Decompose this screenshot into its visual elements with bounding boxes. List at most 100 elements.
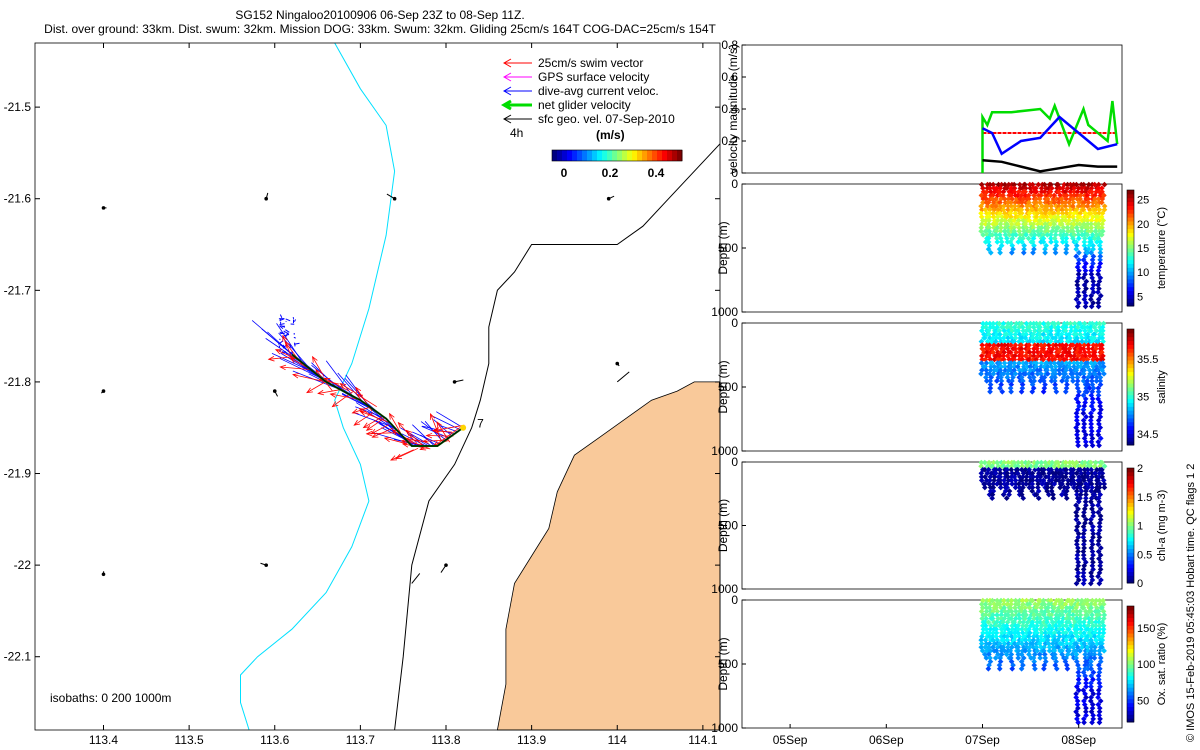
geo-velocity-vector xyxy=(265,192,269,199)
section-data-point xyxy=(1053,626,1060,633)
section-data-point xyxy=(1073,615,1080,622)
section-data-point xyxy=(1078,626,1084,633)
colorbar-segment xyxy=(1127,205,1134,210)
section-data-point xyxy=(979,356,986,363)
section-data-point xyxy=(1008,221,1015,227)
section-data-point xyxy=(1005,199,1011,206)
section-data-point xyxy=(1033,604,1040,611)
section-data-point xyxy=(1008,477,1015,484)
section-data-point xyxy=(1031,192,1037,199)
section-data-point xyxy=(1069,459,1076,466)
colorbar-segment xyxy=(1127,193,1134,199)
colorbar-segment xyxy=(1127,224,1134,230)
section-data-point xyxy=(1098,231,1105,238)
colorbar-segment xyxy=(1127,571,1134,576)
section-data-point xyxy=(1005,196,1012,202)
section-data-point xyxy=(1095,181,1102,188)
section-data-point xyxy=(1071,185,1078,192)
section-data-point xyxy=(1089,548,1096,555)
section-data-point xyxy=(1015,217,1022,224)
section-data-point xyxy=(1092,206,1099,213)
section-data-point xyxy=(1003,495,1010,502)
colorbar-segment xyxy=(1127,679,1134,684)
section-data-point xyxy=(1036,651,1043,658)
section-data-point xyxy=(1067,206,1074,213)
section-data-point xyxy=(1026,484,1033,491)
swim-vector xyxy=(360,411,390,424)
section-data-point xyxy=(1037,615,1044,622)
section-data-point xyxy=(988,249,994,256)
section-data-point xyxy=(1005,338,1011,345)
section-data-point xyxy=(1050,491,1056,498)
colorbar-segment xyxy=(1127,255,1134,261)
section-data-point xyxy=(1062,370,1069,377)
section-data-point xyxy=(1077,619,1084,625)
section-data-point xyxy=(1059,239,1066,245)
section-data-point xyxy=(1080,601,1087,608)
colorbar-segment xyxy=(1127,329,1134,334)
section-data-point xyxy=(1051,647,1058,654)
section-data-point xyxy=(986,214,993,220)
swim-vector xyxy=(356,394,377,408)
section-data-point xyxy=(1034,615,1041,622)
section-data-point xyxy=(1080,406,1087,413)
section-data-point xyxy=(1021,246,1027,252)
velocity-series-line xyxy=(982,158,1118,173)
section-data-point xyxy=(1035,495,1042,502)
section-data-point xyxy=(1097,253,1104,260)
section-data-point xyxy=(1073,327,1079,334)
section-data-point xyxy=(1030,249,1036,256)
section-data-point xyxy=(982,622,989,629)
section-data-point xyxy=(1046,644,1053,651)
section-data-point xyxy=(1070,199,1077,206)
swim-vector-head xyxy=(279,364,287,371)
colorbar-segment xyxy=(1127,263,1134,268)
colorbar-segment xyxy=(1127,398,1134,403)
section-data-point xyxy=(1075,292,1082,299)
colorbar-tick-label: 100 xyxy=(1137,659,1155,671)
section-data-point xyxy=(1069,597,1076,604)
colorbar-segment xyxy=(1127,506,1134,511)
section-data-point xyxy=(996,665,1003,672)
section-data-point xyxy=(1101,612,1108,618)
section-data-point xyxy=(1084,388,1090,395)
section-data-point xyxy=(1019,597,1026,604)
y-tick-label: -21.6 xyxy=(4,192,32,206)
section-data-point xyxy=(989,495,996,502)
section-data-point xyxy=(1033,203,1040,209)
section-data-point xyxy=(1083,300,1089,306)
section-data-point xyxy=(1063,324,1069,331)
colorbar-segment xyxy=(1127,487,1134,492)
section-data-point xyxy=(994,239,1001,245)
section-data-point xyxy=(1048,463,1055,470)
legend-label: net glider velocity xyxy=(538,98,631,112)
section-data-point xyxy=(1019,381,1026,388)
dive-avg-current-vector xyxy=(282,344,286,349)
section-data-point xyxy=(997,185,1003,192)
section-data-point xyxy=(1096,410,1103,417)
colorbar-segment xyxy=(1127,387,1134,392)
section-data-point xyxy=(1066,345,1073,352)
section-data-point xyxy=(1089,442,1096,449)
section-data-point xyxy=(1004,484,1010,491)
section-data-point xyxy=(1096,523,1103,530)
section-data-point xyxy=(1008,463,1015,470)
section-data-point xyxy=(1088,683,1094,690)
section-data-point xyxy=(1015,221,1022,227)
section-data-point xyxy=(1055,349,1062,356)
section-data-point xyxy=(1076,257,1082,263)
section-data-point xyxy=(981,459,988,466)
section-data-point xyxy=(1023,622,1030,629)
y-tick-label: 0.6 xyxy=(721,70,738,84)
section-data-point xyxy=(1075,442,1081,449)
section-data-point xyxy=(1059,353,1065,359)
section-data-point xyxy=(1096,622,1103,629)
section-data-point xyxy=(1030,221,1037,227)
section-data-point xyxy=(1073,488,1080,494)
swim-vector-head xyxy=(282,334,288,342)
swim-vector xyxy=(366,417,385,431)
section-data-point xyxy=(1056,367,1062,374)
section-data-point xyxy=(1097,378,1104,384)
section-data-point xyxy=(1082,470,1088,477)
section-data-point xyxy=(1074,435,1081,442)
